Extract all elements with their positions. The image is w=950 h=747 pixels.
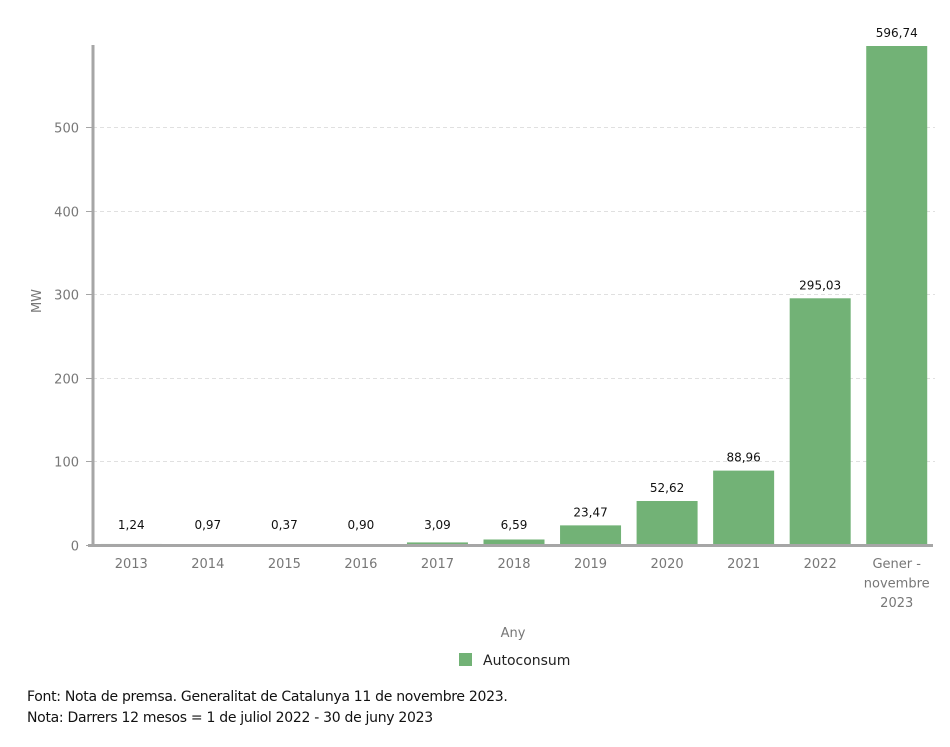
y-tick-label: 200 [54, 373, 79, 388]
data-label: 88,96 [726, 451, 760, 465]
data-label: 0,97 [194, 518, 221, 532]
y-tick-label: 300 [54, 289, 79, 304]
data-label: 3,09 [424, 518, 451, 532]
y-tick-label: 100 [54, 456, 79, 471]
x-tick-label-line: 2016 [344, 557, 377, 572]
x-tick-label-line: 2019 [574, 557, 607, 572]
y-tick-label: 400 [54, 206, 79, 221]
x-tick-label-line: Gener - [872, 557, 921, 572]
x-tick-label: Gener - novembre 2023 [864, 557, 930, 611]
legend-swatch-autoconsum [459, 653, 472, 666]
x-tick-label: 2019 [574, 557, 607, 572]
data-labels: 1,24 0,97 0,37 0,90 3,09 6,59 23,47 52,62 88,96 2… [118, 26, 918, 532]
bars [100, 46, 928, 545]
x-tick-label-line: 2020 [651, 557, 684, 572]
x-tick-label-line: 2015 [268, 557, 301, 572]
x-tick-label: 2014 [191, 557, 224, 572]
chart-notes: Font: Nota de premsa. Generalitat de Cat… [27, 687, 508, 729]
x-tick-label: 2017 [421, 557, 454, 572]
x-tick-label: 2016 [344, 557, 377, 572]
x-axis-labels: 2013 2014 2015 2016 2017 2018 2019 2020 2021 2022… [115, 557, 930, 611]
bar[interactable] [713, 470, 775, 545]
legend-label-autoconsum: Autoconsum [483, 653, 570, 669]
period-note: Nota: Darrers 12 mesos = 1 de juliol 202… [27, 710, 433, 726]
x-axis-title: Any [501, 626, 526, 641]
x-tick-label: 2015 [268, 557, 301, 572]
x-tick-label-line: 2023 [880, 596, 913, 611]
x-tick-label: 2013 [115, 557, 148, 572]
x-tick-label-line: 2021 [727, 557, 760, 572]
data-label: 0,37 [271, 518, 298, 532]
bar[interactable] [483, 539, 545, 545]
data-label: 23,47 [573, 505, 607, 519]
bar[interactable] [636, 500, 698, 545]
x-tick-label: 2021 [727, 557, 760, 572]
bar-chart: 0 100 200 300 400 500 1,24 0,97 0,37 0,90 3,09 6,5… [30, 26, 935, 669]
legend[interactable]: Autoconsum [459, 653, 570, 669]
bar[interactable] [789, 298, 851, 545]
y-axis-title: MW [30, 289, 45, 313]
data-label: 295,03 [799, 278, 841, 292]
bar[interactable] [406, 542, 468, 545]
data-label: 0,90 [348, 518, 375, 532]
x-tick-label-line: 2018 [497, 557, 530, 572]
x-tick-label-line: 2013 [115, 557, 148, 572]
data-label: 1,24 [118, 518, 145, 532]
source-note: Font: Nota de premsa. Generalitat de Cat… [27, 689, 508, 705]
x-tick-label-line: 2022 [804, 557, 837, 572]
x-tick-label-line: 2014 [191, 557, 224, 572]
x-tick-label: 2018 [497, 557, 530, 572]
data-label: 6,59 [501, 518, 528, 532]
x-tick-label: 2020 [651, 557, 684, 572]
data-label: 596,74 [876, 26, 918, 40]
x-tick-label: 2022 [804, 557, 837, 572]
y-tick-label: 0 [71, 540, 79, 555]
y-axis-ticks: 0 100 200 300 400 500 [54, 122, 92, 555]
x-tick-label-line: novembre [864, 577, 930, 592]
bar[interactable] [866, 46, 928, 545]
bar[interactable] [560, 525, 622, 545]
data-label: 52,62 [650, 481, 684, 495]
y-tick-label: 500 [54, 122, 79, 137]
x-tick-label-line: 2017 [421, 557, 454, 572]
